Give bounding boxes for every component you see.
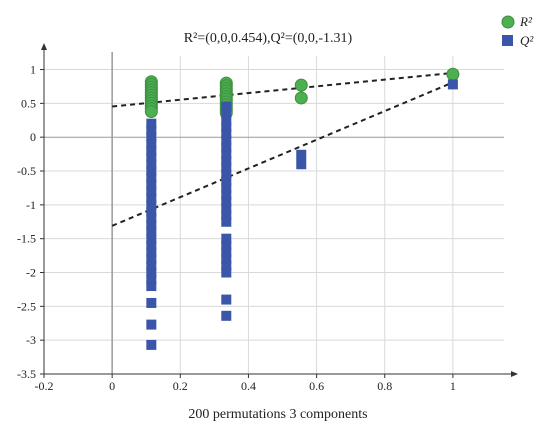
x-tick-label: 0.4 xyxy=(241,379,256,393)
q2-point xyxy=(221,267,232,278)
q2-point xyxy=(296,159,307,170)
x-axis-arrow xyxy=(511,371,518,377)
q2-point xyxy=(146,226,157,237)
r2-point xyxy=(144,104,158,118)
legend-q2-label: Q² xyxy=(520,33,534,48)
q2-point xyxy=(221,294,232,305)
q2-point xyxy=(146,233,157,244)
q2-point xyxy=(221,115,232,126)
x-tick-label: 0.8 xyxy=(377,379,392,393)
x-tick-label: 0.6 xyxy=(309,379,324,393)
q2-point xyxy=(221,196,232,207)
tick-labels: -0.2 0 0.2 0.4 0.6 0.8 1 1 0.5 0 -0.5 -1 -1.5 -2 -2.5 -… xyxy=(17,63,456,393)
y-tick-label: 0 xyxy=(30,130,36,144)
chart-title: R²=(0,0,0.454),Q²=(0,0,-1.31) xyxy=(184,31,353,46)
y-tick-label: -3.5 xyxy=(17,367,36,381)
q2-point xyxy=(221,142,232,153)
y-tick-label: 1 xyxy=(30,63,36,77)
axes xyxy=(40,43,518,378)
legend-r2-marker xyxy=(501,15,515,29)
x-tick-label: 1 xyxy=(450,379,456,393)
q2-point xyxy=(221,182,232,193)
q2-point xyxy=(146,166,157,177)
q2-point xyxy=(221,122,232,133)
x-axis-label: 200 permutations 3 components xyxy=(188,407,367,422)
legend: R² Q² xyxy=(501,14,534,48)
q2-point xyxy=(146,125,157,136)
r2-point xyxy=(294,78,308,92)
y-tick-label: -2 xyxy=(26,266,36,280)
q2-point xyxy=(146,199,157,210)
q2-point xyxy=(146,247,157,258)
y-tick-label: -1 xyxy=(26,198,36,212)
r2-point xyxy=(446,67,460,81)
q2-point xyxy=(146,159,157,170)
q2-point xyxy=(146,152,157,163)
r2-point xyxy=(294,91,308,105)
q2-point xyxy=(221,253,232,264)
q2-point xyxy=(146,186,157,197)
q2-point xyxy=(221,203,232,214)
q2-point xyxy=(146,281,157,292)
q2-point xyxy=(146,267,157,278)
q2-point xyxy=(221,176,232,187)
grid-lines xyxy=(43,52,504,374)
q2-point xyxy=(221,247,232,258)
q2-point xyxy=(221,128,232,139)
data-points xyxy=(144,67,460,350)
q2-point xyxy=(146,213,157,224)
q2-point xyxy=(447,79,458,90)
y-tick-label: -1.5 xyxy=(17,232,36,246)
x-tick-label: -0.2 xyxy=(35,379,54,393)
q2-point xyxy=(221,233,232,244)
y-axis-arrow xyxy=(41,43,47,50)
q2-point xyxy=(146,260,157,271)
q2-point xyxy=(146,138,157,149)
q2-point xyxy=(146,132,157,143)
r2-regression-line xyxy=(112,71,453,108)
q2-point xyxy=(221,310,232,321)
q2-point xyxy=(146,274,157,285)
q2-point xyxy=(221,240,232,251)
q2-point xyxy=(221,169,232,180)
q2-point xyxy=(221,135,232,146)
q2-point xyxy=(146,179,157,190)
y-tick-label: -3 xyxy=(26,333,36,347)
q2-point xyxy=(146,220,157,231)
q2-point xyxy=(146,240,157,251)
q2-point xyxy=(146,172,157,183)
q2-point xyxy=(221,155,232,166)
q2-point xyxy=(146,118,157,129)
q2-point xyxy=(146,206,157,217)
q2-point xyxy=(146,297,157,308)
regression-lines xyxy=(111,71,454,227)
q2-point xyxy=(296,149,307,160)
q2-point xyxy=(221,189,232,200)
q2-point xyxy=(221,260,232,271)
q2-point xyxy=(146,319,157,330)
q2-point xyxy=(146,145,157,156)
q2-point xyxy=(221,162,232,173)
q2-point xyxy=(221,149,232,160)
q2-regression-line xyxy=(111,81,454,227)
q2-point xyxy=(221,101,232,112)
q2-point xyxy=(221,108,232,119)
legend-r2-label: R² xyxy=(519,14,533,29)
q2-point xyxy=(146,339,157,350)
x-tick-label: 0 xyxy=(109,379,115,393)
y-tick-label: -0.5 xyxy=(17,164,36,178)
x-tick-label: 0.2 xyxy=(173,379,188,393)
y-tick-label: -2.5 xyxy=(17,299,36,313)
q2-point xyxy=(146,253,157,264)
legend-q2-marker xyxy=(502,35,513,46)
y-tick-label: 0.5 xyxy=(21,96,36,110)
q2-point xyxy=(146,193,157,204)
q2-point xyxy=(221,210,232,220)
q2-point xyxy=(221,216,232,227)
